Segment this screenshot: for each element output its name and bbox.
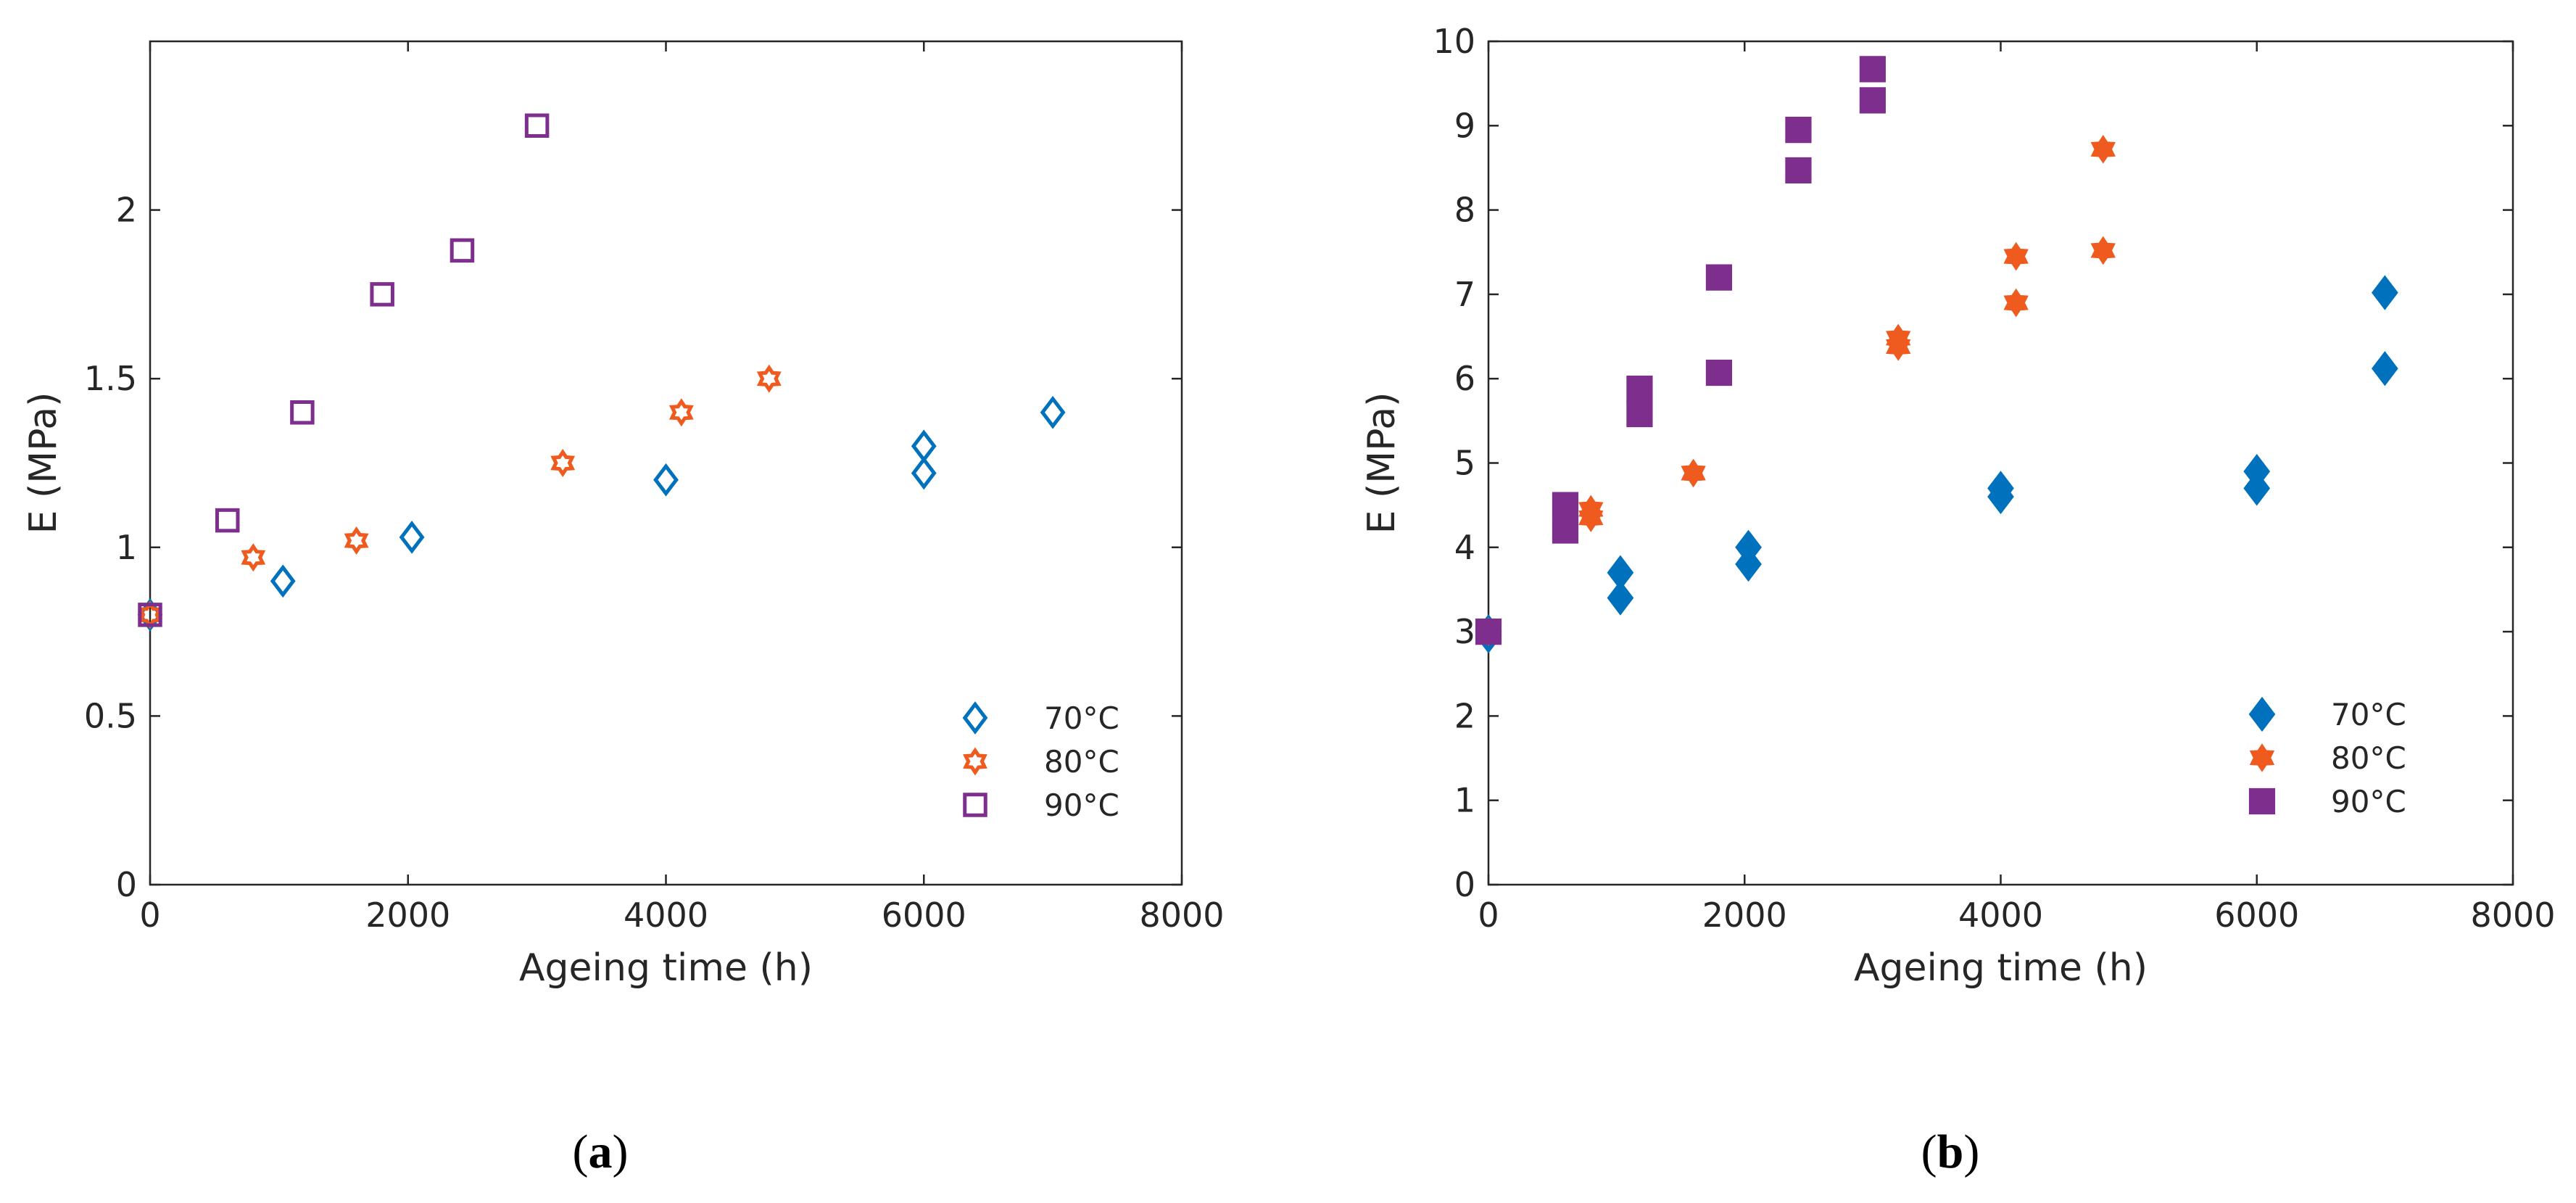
x-tick-label: 2000 [1702, 896, 1787, 935]
legend-marker [2249, 743, 2275, 772]
data-point [911, 429, 937, 463]
legend: 70°C 80°C 90°C [962, 700, 1119, 823]
data-point [2003, 241, 2029, 271]
data-point [370, 282, 394, 307]
x-tick-label: 6000 [2214, 896, 2299, 935]
data-point [550, 449, 576, 477]
data-point [270, 564, 296, 598]
data-point [2003, 288, 2029, 318]
y-tick-label: 3 [1454, 612, 1475, 651]
legend-marker [2248, 787, 2276, 815]
x-tick-label: 6000 [882, 896, 966, 935]
data-point [241, 543, 266, 572]
data-point [1040, 395, 1066, 429]
legend-marker [963, 747, 987, 776]
series-80C [138, 364, 782, 629]
panel-b-caption: (b) [1921, 1125, 1980, 1178]
data-point [524, 113, 550, 139]
data-point [1735, 546, 1762, 582]
data-point [1886, 332, 1911, 361]
data-point [1626, 376, 1653, 402]
data-point [1626, 400, 1653, 428]
data-point [1552, 492, 1579, 518]
y-tick-label: 8 [1454, 191, 1475, 230]
data-point [2090, 236, 2116, 265]
y-tick-label: 1 [1454, 781, 1475, 820]
data-point [1607, 580, 1634, 616]
data-point [344, 526, 369, 555]
x-tick-label: 2000 [365, 896, 450, 935]
data-point [450, 238, 475, 263]
panel-a-caption: (a) [573, 1125, 629, 1178]
legend-label: 90°C [1044, 787, 1119, 823]
data-point [1475, 619, 1502, 645]
data-point [2372, 275, 2398, 310]
data-point [1578, 503, 1604, 532]
y-tick-label: 0.5 [84, 696, 137, 735]
data-point [1987, 479, 2014, 515]
y-tick-label: 5 [1454, 444, 1475, 483]
y-tick-label: 9 [1454, 106, 1475, 145]
legend-marker [2248, 696, 2276, 732]
legend-label: 80°C [2331, 740, 2406, 776]
legend-label: 80°C [1044, 744, 1119, 780]
data-point [215, 508, 240, 533]
x-tick-label: 0 [139, 896, 160, 935]
legend-label: 90°C [2331, 784, 2406, 819]
data-point [911, 456, 937, 490]
data-point [1859, 87, 1886, 114]
legend: 70°C 80°C 90°C [2248, 696, 2406, 819]
series-90C [1475, 56, 1886, 645]
data-point [2243, 471, 2271, 506]
y-tick-label: 2 [1454, 696, 1475, 735]
data-point [1859, 56, 1886, 83]
legend-marker [963, 793, 987, 817]
panel-a-chart: 0 2000 4000 6000 8000 0 0.5 1 1.5 2 Ageing time (h… [22, 40, 1225, 990]
y-tick-label: 6 [1454, 359, 1475, 398]
x-tick-label: 4000 [1958, 896, 2043, 935]
data-point [290, 400, 315, 425]
data-point [668, 398, 694, 427]
legend-marker [962, 701, 988, 735]
legend-label: 70°C [1044, 700, 1119, 736]
y-axis-label: E (MPa) [22, 392, 65, 534]
data-point [1552, 517, 1579, 544]
x-axis-label: Ageing time (h) [1854, 946, 2148, 990]
x-tick-label: 8000 [1139, 896, 1224, 935]
data-point [1785, 157, 1812, 184]
panel-b-chart: 0 2000 4000 6000 8000 0 1 2 3 4 5 6 7 8 9 10 Ageing time… [1360, 22, 2556, 990]
y-axis-label: E (MPa) [1360, 392, 1404, 534]
data-point [1705, 359, 1733, 386]
data-point [2090, 135, 2116, 164]
data-point [756, 364, 782, 393]
y-tick-label: 0 [1454, 865, 1475, 904]
legend-label: 70°C [2331, 697, 2406, 732]
x-tick-label: 8000 [2470, 896, 2555, 935]
data-point [1705, 264, 1733, 291]
y-tick-label: 1.5 [84, 359, 137, 398]
plot-frame [149, 40, 1183, 886]
data-point [2372, 351, 2398, 386]
data-point [1681, 458, 1706, 488]
y-tick-label: 0 [116, 865, 137, 904]
y-tick-label: 7 [1454, 275, 1475, 314]
series-70C [137, 395, 1066, 632]
data-point [399, 520, 425, 554]
series-70C [1475, 275, 2398, 654]
data-point [138, 603, 162, 627]
y-tick-label: 2 [116, 191, 137, 230]
x-tick-label: 0 [1478, 896, 1499, 935]
y-tick-label: 10 [1433, 22, 1475, 61]
y-tick-label: 4 [1454, 528, 1475, 567]
y-tick-label: 1 [116, 528, 137, 567]
series-90C [138, 113, 550, 627]
series-80C [1475, 135, 2116, 646]
data-point [653, 463, 679, 497]
x-axis-label: Ageing time (h) [519, 946, 813, 990]
x-tick-label: 4000 [624, 896, 708, 935]
data-point [1785, 117, 1812, 144]
